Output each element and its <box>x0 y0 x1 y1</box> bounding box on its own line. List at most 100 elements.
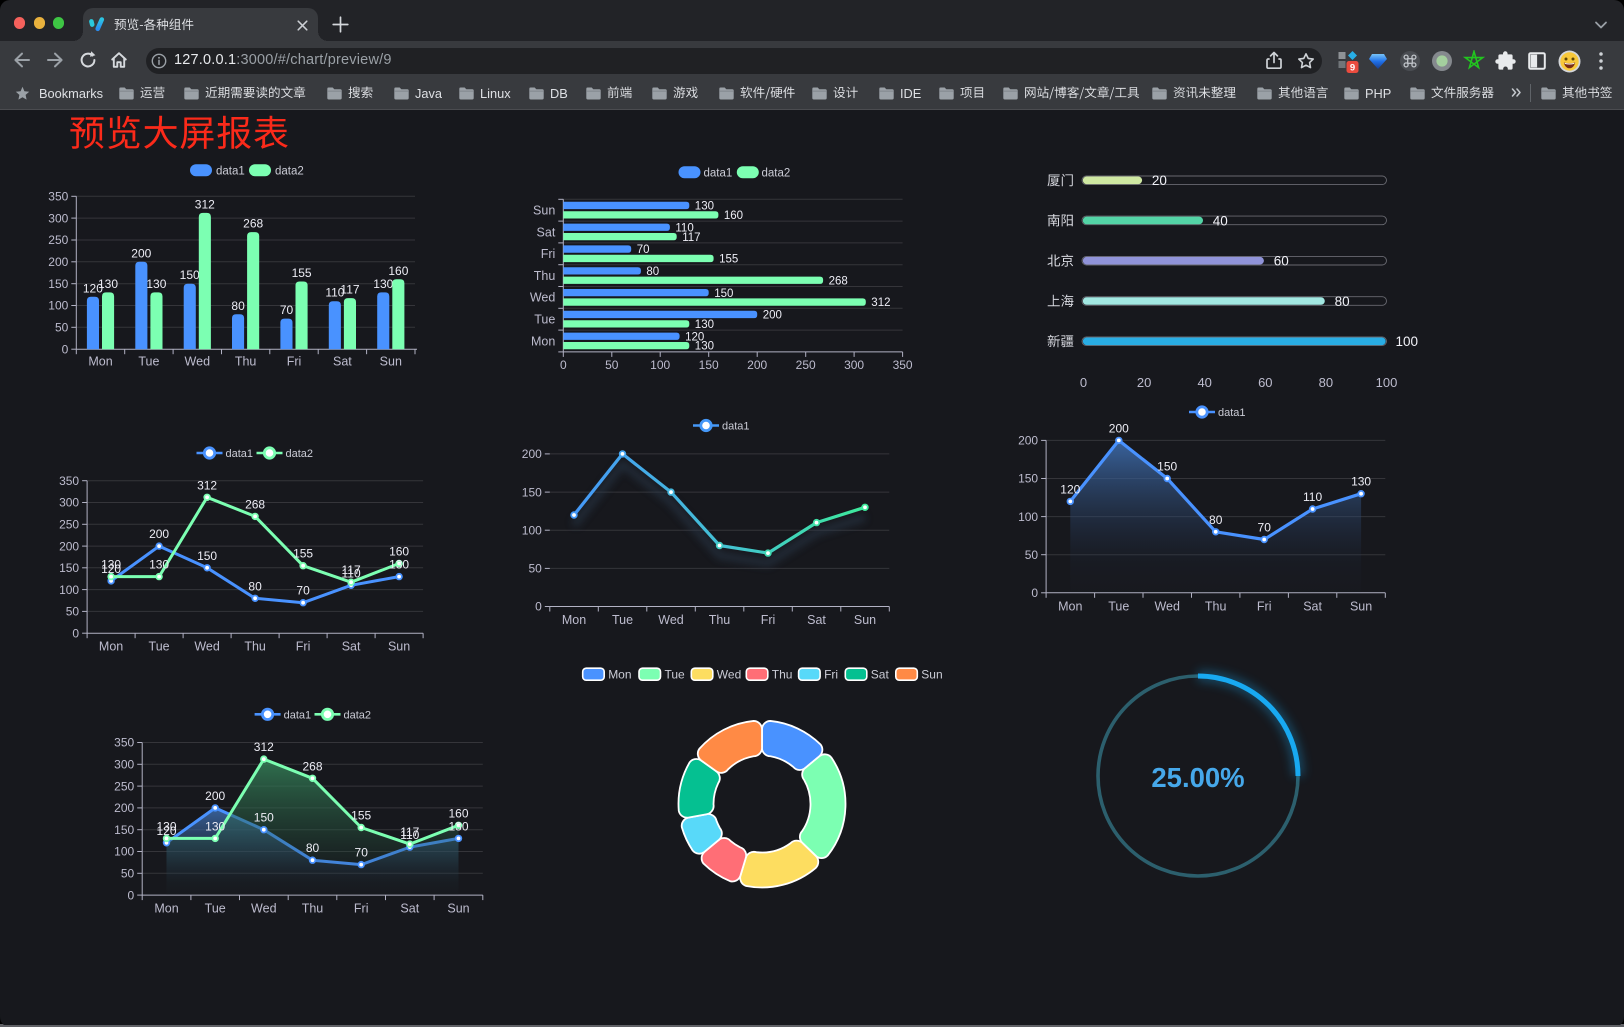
svg-text:60: 60 <box>1274 254 1289 269</box>
svg-text:80: 80 <box>1319 375 1333 390</box>
svg-text:Sat: Sat <box>400 902 419 916</box>
svg-text:160: 160 <box>388 264 408 278</box>
svg-text:Sun: Sun <box>380 355 402 369</box>
svg-text:Fri: Fri <box>354 902 369 916</box>
svg-text:Fri: Fri <box>1257 599 1272 613</box>
svg-text:100: 100 <box>48 299 68 313</box>
svg-text:130: 130 <box>156 819 176 833</box>
svg-text:50: 50 <box>528 562 542 576</box>
svg-text:160: 160 <box>448 806 468 820</box>
svg-text:Mon: Mon <box>562 613 586 627</box>
svg-text:120: 120 <box>83 281 103 295</box>
svg-text:80: 80 <box>646 266 659 278</box>
svg-text:70: 70 <box>296 584 310 598</box>
svg-text:80: 80 <box>306 841 320 855</box>
svg-text:110: 110 <box>325 286 344 300</box>
svg-text:Mon: Mon <box>1058 599 1082 613</box>
svg-text:110: 110 <box>1303 490 1322 504</box>
svg-text:200: 200 <box>131 246 151 260</box>
svg-text:130: 130 <box>389 558 409 572</box>
svg-text:130: 130 <box>695 201 714 213</box>
svg-text:Fri: Fri <box>296 640 311 654</box>
svg-text:Sat: Sat <box>807 613 826 627</box>
svg-text:Sun: Sun <box>447 902 469 916</box>
svg-text:300: 300 <box>59 496 79 510</box>
svg-text:Wed: Wed <box>530 291 556 305</box>
svg-text:130: 130 <box>205 819 225 833</box>
svg-text:268: 268 <box>243 217 263 231</box>
svg-text:150: 150 <box>1157 460 1177 474</box>
svg-text:data1: data1 <box>216 165 245 177</box>
svg-text:200: 200 <box>59 539 79 553</box>
svg-text:160: 160 <box>389 545 409 559</box>
svg-text:Sat: Sat <box>871 668 890 682</box>
svg-text:0: 0 <box>1080 375 1087 390</box>
svg-text:100: 100 <box>522 523 542 537</box>
svg-text:117: 117 <box>400 825 419 839</box>
svg-text:Thu: Thu <box>772 668 793 682</box>
svg-text:150: 150 <box>254 811 274 825</box>
svg-text:70: 70 <box>280 303 294 317</box>
svg-text:130: 130 <box>149 558 169 572</box>
svg-text:Fri: Fri <box>824 668 838 682</box>
svg-text:80: 80 <box>231 299 245 313</box>
svg-text:Thu: Thu <box>302 902 324 916</box>
svg-text:Sun: Sun <box>388 640 410 654</box>
svg-text:Thu: Thu <box>1205 599 1227 613</box>
svg-text:300: 300 <box>114 758 134 772</box>
svg-text:120: 120 <box>1060 482 1080 496</box>
svg-text:0: 0 <box>128 888 135 902</box>
svg-text:200: 200 <box>1018 434 1038 448</box>
svg-text:60: 60 <box>1258 375 1272 390</box>
svg-text:Sun: Sun <box>1350 599 1372 613</box>
svg-text:Fri: Fri <box>287 355 302 369</box>
svg-text:312: 312 <box>871 297 890 309</box>
svg-text:350: 350 <box>893 358 913 372</box>
svg-text:250: 250 <box>59 518 79 532</box>
svg-text:Fri: Fri <box>761 613 776 627</box>
svg-text:150: 150 <box>1018 472 1038 486</box>
svg-text:Wed: Wed <box>251 902 277 916</box>
svg-text:250: 250 <box>48 233 68 247</box>
svg-text:130: 130 <box>146 277 166 291</box>
svg-text:Fri: Fri <box>541 247 556 261</box>
svg-text:Tue: Tue <box>612 613 633 627</box>
svg-text:Thu: Thu <box>235 355 257 369</box>
svg-text:50: 50 <box>66 605 80 619</box>
svg-text:268: 268 <box>829 275 848 287</box>
svg-text:130: 130 <box>695 319 714 331</box>
svg-text:200: 200 <box>114 801 134 815</box>
svg-text:Sat: Sat <box>1303 599 1322 613</box>
svg-text:150: 150 <box>522 485 542 499</box>
svg-text:Thu: Thu <box>244 640 266 654</box>
svg-text:120: 120 <box>685 331 704 343</box>
svg-text:312: 312 <box>197 478 217 492</box>
svg-text:200: 200 <box>149 527 169 541</box>
svg-text:130: 130 <box>373 277 393 291</box>
svg-text:Mon: Mon <box>154 902 178 916</box>
svg-text:Wed: Wed <box>717 668 741 682</box>
svg-text:130: 130 <box>98 277 118 291</box>
svg-text:Tue: Tue <box>205 902 226 916</box>
svg-text:Wed: Wed <box>194 640 220 654</box>
svg-text:117: 117 <box>340 283 359 297</box>
svg-text:50: 50 <box>121 867 135 881</box>
svg-text:312: 312 <box>195 197 215 211</box>
svg-text:data2: data2 <box>762 167 791 179</box>
svg-text:150: 150 <box>699 358 719 372</box>
svg-text:155: 155 <box>719 254 738 266</box>
svg-text:50: 50 <box>55 321 69 335</box>
svg-text:100: 100 <box>1018 510 1038 524</box>
svg-text:150: 150 <box>48 277 68 291</box>
svg-text:100: 100 <box>114 845 134 859</box>
svg-text:Mon: Mon <box>88 355 112 369</box>
svg-text:200: 200 <box>763 310 782 322</box>
svg-text:130: 130 <box>695 341 714 353</box>
svg-text:200: 200 <box>1109 421 1129 435</box>
svg-text:155: 155 <box>351 809 371 823</box>
svg-text:25.00%: 25.00% <box>1151 762 1244 793</box>
svg-text:70: 70 <box>1258 521 1272 535</box>
svg-text:data1: data1 <box>722 421 750 433</box>
svg-text:0: 0 <box>72 626 79 640</box>
svg-text:350: 350 <box>59 474 79 488</box>
